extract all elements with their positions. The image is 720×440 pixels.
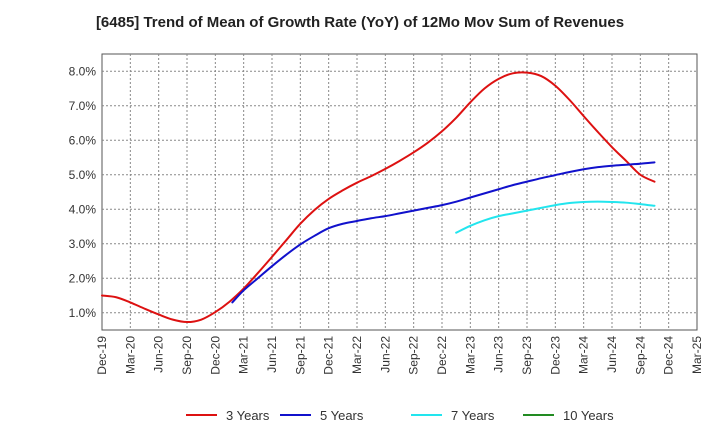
- legend-label-10-years: 10 Years: [563, 408, 614, 423]
- series-line-7-years: [455, 200, 656, 234]
- y-tick-label: 5.0%: [69, 168, 97, 182]
- y-tick-label: 7.0%: [69, 99, 97, 113]
- x-tick-label: Sep-24: [633, 336, 647, 375]
- legend-label-3-years: 3 Years: [226, 408, 270, 423]
- x-tick-label: Jun-20: [152, 336, 166, 373]
- x-tick-label: Dec-23: [548, 336, 562, 375]
- x-tick-label: Jun-22: [378, 336, 392, 373]
- y-tick-label: 6.0%: [69, 133, 97, 147]
- legend-label-7-years: 7 Years: [451, 408, 495, 423]
- y-tick-label: 2.0%: [69, 271, 97, 285]
- y-tick-label: 3.0%: [69, 237, 97, 251]
- chart-title: [6485] Trend of Mean of Growth Rate (YoY…: [95, 14, 625, 31]
- x-tick-label: Jun-24: [605, 336, 619, 373]
- series-line-5-years: [231, 161, 656, 304]
- series-line-3-years: [101, 71, 656, 324]
- x-tick-label: Mar-22: [350, 336, 364, 374]
- x-tick-label: Sep-23: [520, 336, 534, 375]
- x-tick-label: Dec-20: [208, 336, 222, 375]
- x-tick-label: Jun-21: [265, 336, 279, 373]
- x-tick-label: Dec-19: [95, 336, 109, 375]
- x-tick-label: Sep-22: [407, 336, 421, 375]
- x-tick-label: Dec-24: [662, 336, 676, 375]
- x-tick-label: Mar-23: [463, 336, 477, 374]
- y-axis-ticks: 1.0% 2.0% 3.0% 4.0% 5.0% 6.0% 7.0% 8.0%: [69, 64, 97, 320]
- x-tick-label: Sep-21: [293, 336, 307, 375]
- x-tick-label: Dec-21: [322, 336, 336, 375]
- x-axis-ticks: Dec-19 Mar-20 Jun-20 Sep-20 Dec-20 Mar-21 Jun-…: [95, 336, 704, 375]
- legend: 3 Years 5 Years 7 Years 10 Years: [186, 408, 614, 423]
- plot-area: [101, 53, 698, 331]
- x-tick-label: Dec-22: [435, 336, 449, 375]
- grid-lines: [102, 54, 697, 330]
- x-tick-label: Mar-21: [237, 336, 251, 374]
- x-tick-label: Mar-20: [123, 336, 137, 374]
- x-tick-label: Mar-24: [577, 336, 591, 374]
- x-tick-label: Sep-20: [180, 336, 194, 375]
- y-tick-label: 1.0%: [69, 306, 97, 320]
- y-tick-label: 4.0%: [69, 202, 97, 216]
- y-tick-label: 8.0%: [69, 64, 97, 78]
- legend-label-5-years: 5 Years: [320, 408, 364, 423]
- series-layer: [101, 71, 656, 324]
- x-tick-label: Jun-23: [492, 336, 506, 373]
- x-tick-label: Mar-25: [690, 336, 704, 374]
